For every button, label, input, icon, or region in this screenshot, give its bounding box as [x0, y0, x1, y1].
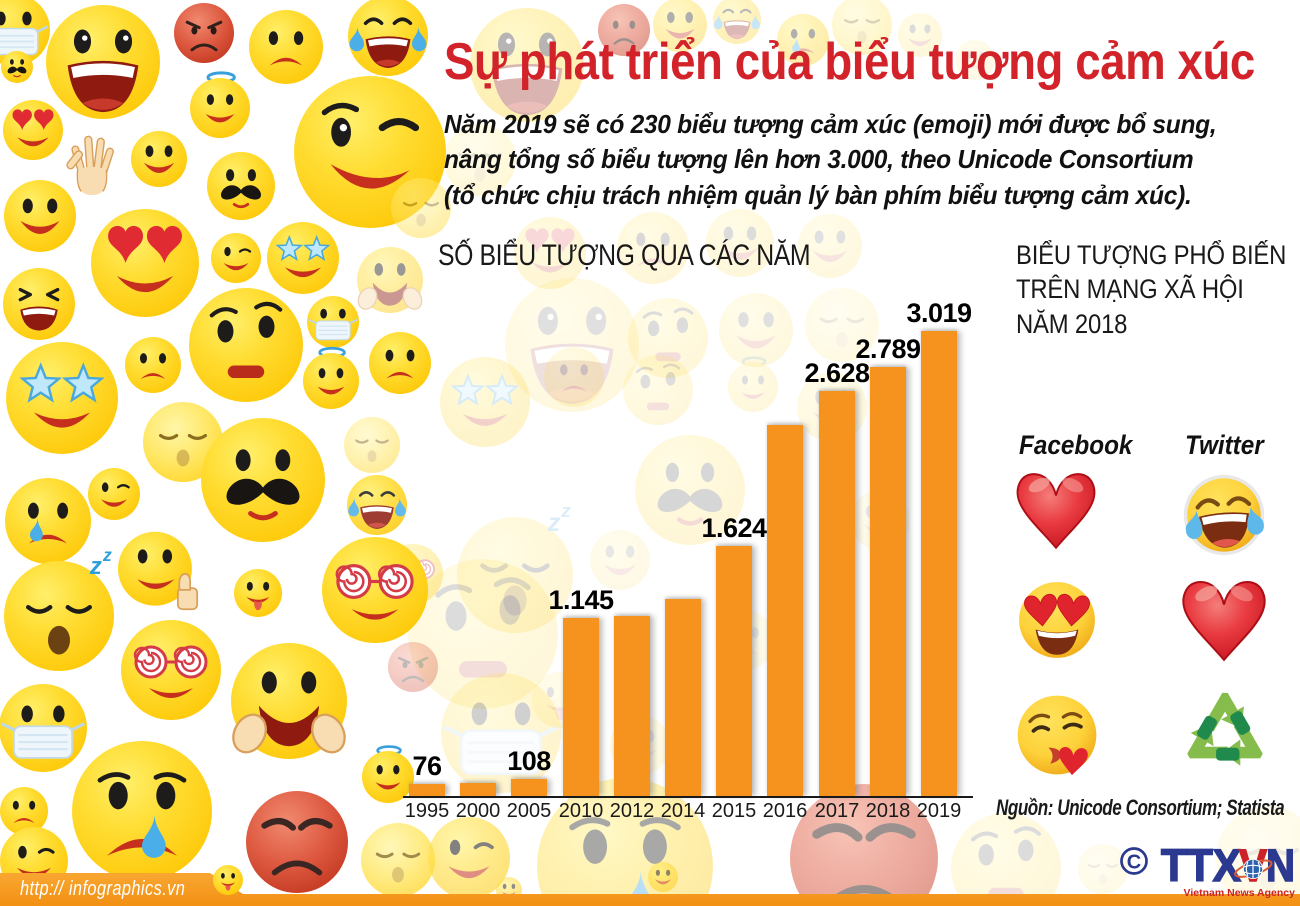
svg-text:TTX: TTX: [1161, 842, 1241, 891]
svg-text:C: C: [1127, 852, 1141, 874]
svg-text:Vietnam News Agency: Vietnam News Agency: [1184, 887, 1296, 899]
